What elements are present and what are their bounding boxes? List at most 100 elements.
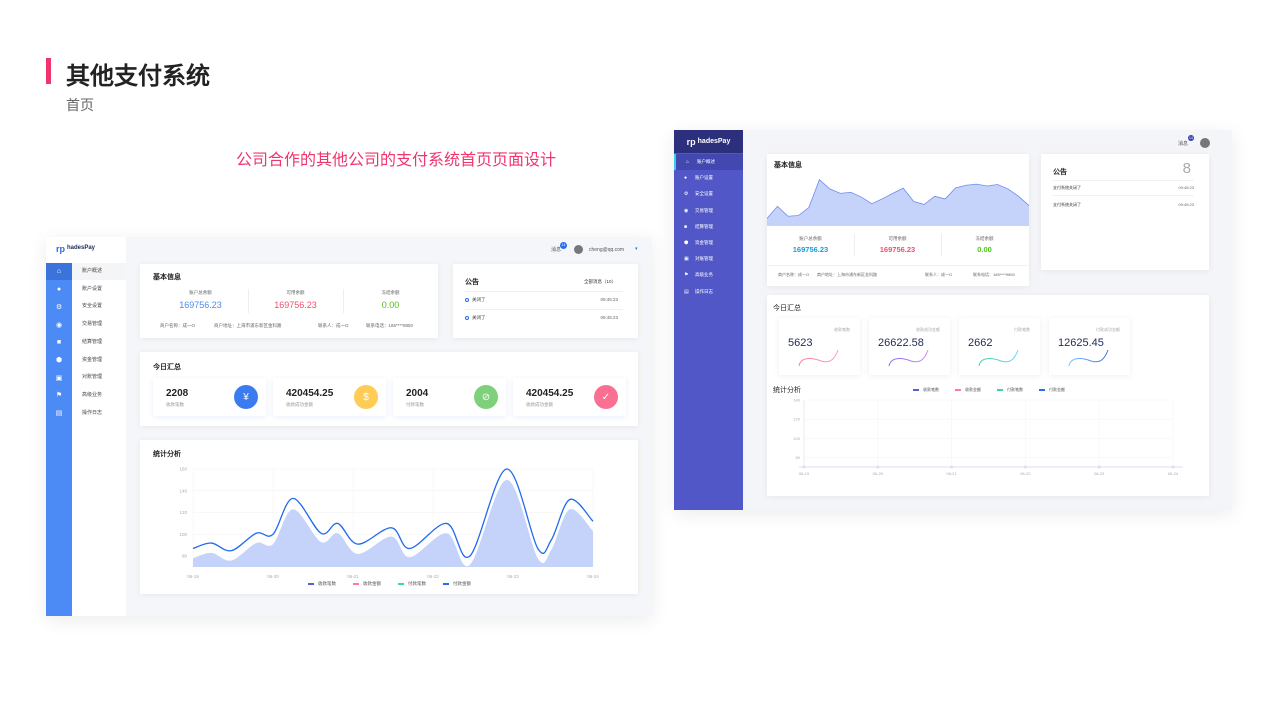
nav-icon-7[interactable]: ⚑: [55, 392, 63, 400]
balance-label: 冻结余额: [381, 290, 400, 295]
nav-icon-8[interactable]: ▤: [55, 410, 63, 418]
stat-value: 5623: [788, 337, 813, 349]
chevron-down-icon[interactable]: ▾: [635, 246, 638, 252]
legend-item[interactable]: 付款笔数: [398, 581, 426, 587]
stat-value: 420454.25: [286, 388, 334, 399]
legend-item[interactable]: 付款笔数: [997, 387, 1023, 393]
stat-label: 付款笔数: [1014, 327, 1030, 332]
y-tick-label: 120: [179, 510, 187, 515]
nav-item[interactable]: 资金管理: [82, 356, 103, 363]
stat-icon: ¥: [234, 385, 258, 409]
sparkline-icon: [978, 349, 1019, 367]
nav-item[interactable]: ▤ 操作日志: [674, 284, 743, 300]
messages-link[interactable]: 消息: [551, 247, 562, 253]
analysis-title: 统计分析: [773, 387, 801, 394]
analysis-chart: 80 100 120 140 06-19 06-20 06-21 06-22 06-23 06-2…: [793, 398, 1183, 476]
trend-line: [767, 179, 1029, 219]
nav-item[interactable]: 账户设置: [82, 285, 103, 292]
notice-text[interactable]: 关闭了: [472, 315, 486, 320]
stat-value: 2004: [406, 388, 429, 399]
x-tick-label: 06-20: [267, 574, 279, 579]
notice-text[interactable]: 关闭了: [472, 297, 486, 302]
stat-icon: ⊘: [474, 385, 498, 409]
nav-item[interactable]: ⬢ 资金管理: [674, 235, 743, 251]
notice-text[interactable]: 支付系统关闭了: [1053, 202, 1081, 207]
logo: rp hadesPay: [46, 237, 126, 263]
stat-icon: ✓: [594, 385, 618, 409]
y-tick-label: 160: [179, 467, 187, 472]
notice-count: 8: [1182, 160, 1191, 177]
legend-item[interactable]: 付款金额: [443, 581, 471, 587]
y-tick-label: 140: [793, 398, 800, 403]
x-tick-label: 06-24: [1168, 471, 1179, 476]
card-title: 公告: [1053, 169, 1067, 176]
legend-item[interactable]: 付款金额: [1039, 387, 1065, 393]
stat-label: 付款成功金额: [1096, 327, 1120, 332]
card-title: 统计分析: [153, 451, 181, 458]
nav-item[interactable]: ⚙ 安全设置: [674, 186, 743, 202]
stat-value: 26622.58: [878, 337, 924, 349]
icon-sidebar: [46, 263, 72, 616]
nav-item[interactable]: ◉ 交易管理: [674, 203, 743, 219]
nav-item[interactable]: ■ 结算管理: [674, 219, 743, 235]
nav-item[interactable]: 高级业务: [82, 391, 103, 398]
stat-label: 收款成功金额: [916, 327, 940, 332]
notice-dot-icon: [465, 316, 469, 320]
nav-item[interactable]: 对账管理: [82, 374, 103, 381]
nav-icon-5[interactable]: ⬢: [55, 357, 63, 364]
notice-time: 09:45:23: [1178, 202, 1194, 207]
nav-item[interactable]: ● 账户设置: [674, 170, 743, 186]
y-tick-label: 80: [796, 455, 801, 460]
nav-item[interactable]: 操作日志: [82, 409, 103, 416]
nav-item[interactable]: 账户概述: [72, 263, 126, 280]
axis-point: [1171, 465, 1175, 469]
stat-label: 收款成功金额: [526, 402, 553, 407]
legend-item[interactable]: 收款金额: [353, 581, 381, 587]
merchant-info: 商户地址：上海市浦东新区金科路: [817, 272, 877, 277]
stat-value: 2208: [166, 388, 189, 399]
nav-item[interactable]: 交易管理: [82, 321, 103, 328]
messages-link[interactable]: 消息: [1178, 141, 1189, 147]
nav-icon-2[interactable]: ⚙: [55, 303, 63, 311]
user-email[interactable]: cheng@qq.com: [589, 247, 625, 253]
avatar[interactable]: [574, 245, 583, 254]
nav-icon-7: ⚑: [684, 272, 689, 279]
nav-item[interactable]: ⌂ 账户概述: [674, 154, 743, 170]
nav-item[interactable]: 结算管理: [82, 338, 103, 345]
nav-item[interactable]: ⚑ 高级业务: [674, 267, 743, 283]
balance-value: 169756.23: [792, 245, 829, 254]
card-title: 今日汇总: [153, 364, 181, 371]
nav-icon-8: ▤: [684, 288, 689, 295]
axis-point: [802, 465, 806, 469]
area-series-收款笔数: [193, 479, 593, 567]
notice-time: 09:45:23: [1178, 185, 1194, 190]
nav-item[interactable]: ▣ 对账管理: [674, 251, 743, 267]
nav-item[interactable]: 安全设置: [82, 303, 103, 310]
nav-icon-6[interactable]: ▣: [55, 374, 63, 382]
notice-text[interactable]: 支付系统关闭了: [1053, 185, 1081, 190]
axis-point: [876, 465, 880, 469]
card-title: 基本信息: [153, 274, 181, 281]
merchant-info: 商户名称：成一O: [160, 323, 195, 328]
analysis-chart: 80 100 120 140 160 06-19 06-20 06-21 06-22 06-23 0…: [179, 467, 599, 580]
x-tick-label: 06-22: [1020, 471, 1031, 476]
legend-item[interactable]: 收款金额: [955, 387, 981, 393]
merchant-info: 联系电话：185****9850: [973, 272, 1015, 277]
notice-time: 09:45:23: [600, 297, 618, 302]
legend-item[interactable]: 收款笔数: [913, 387, 939, 393]
nav-icon-4[interactable]: ■: [56, 338, 62, 346]
all-messages-link[interactable]: 全部消息（10）: [583, 279, 616, 284]
page-description: 公司合作的其他公司的支付系统首页页面设计: [236, 152, 557, 169]
x-tick-label: 06-19: [187, 574, 199, 579]
legend-item[interactable]: 收款笔数: [308, 581, 336, 587]
nav-icon-1[interactable]: ●: [56, 285, 62, 293]
message-badge: 14: [1188, 135, 1194, 141]
nav-icon-0[interactable]: ⌂: [46, 263, 72, 280]
notice-card: 公告 全部消息（10） 关闭了 09:45:23 关闭了 09:45:23: [453, 264, 638, 338]
stat-value: 420454.25: [526, 388, 574, 399]
avatar[interactable]: [1200, 138, 1210, 148]
nav-icon-3[interactable]: ◉: [55, 321, 63, 329]
page-title: 其他支付系统: [66, 63, 210, 90]
balance-value: 0.00: [381, 300, 400, 310]
y-tick-label: 100: [179, 532, 187, 537]
